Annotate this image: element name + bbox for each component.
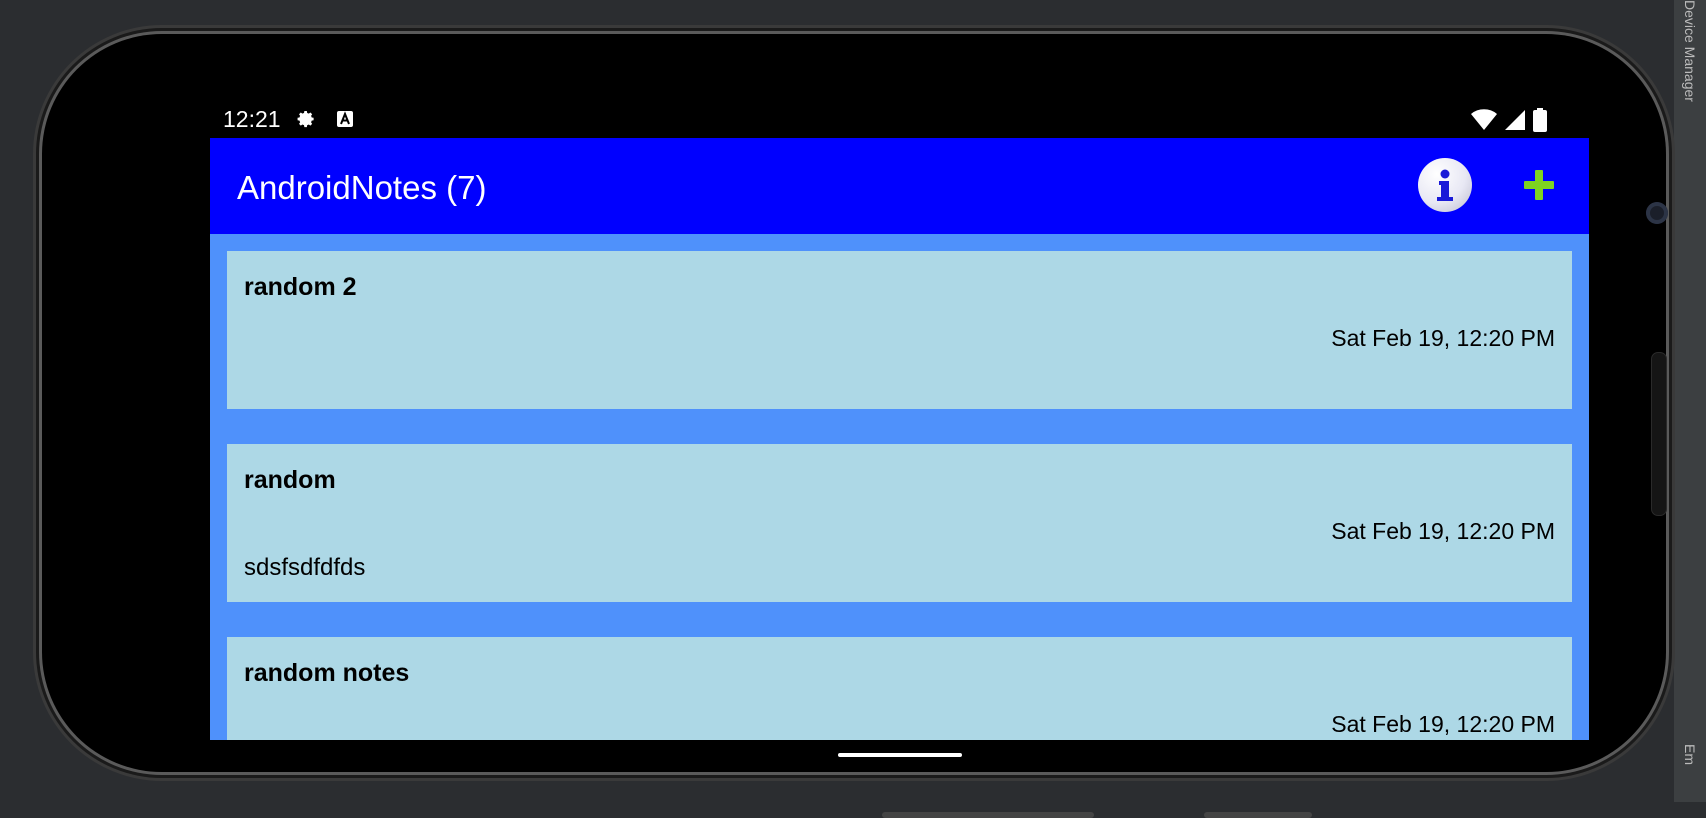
wifi-icon bbox=[1471, 109, 1497, 136]
status-bar: 12:21 bbox=[210, 96, 1589, 138]
notes-list[interactable]: random 2 Sat Feb 19, 12:20 PM random Sat… bbox=[210, 234, 1589, 740]
note-date: Sat Feb 19, 12:20 PM bbox=[1331, 711, 1555, 737]
emulator-tab[interactable]: Em bbox=[1682, 744, 1698, 765]
status-right-icons bbox=[1471, 108, 1547, 137]
note-body: sdsfsdfdfds bbox=[244, 554, 366, 581]
note-date: Sat Feb 19, 12:20 PM bbox=[1331, 325, 1555, 351]
ide-left-panel bbox=[0, 0, 38, 802]
app-bar: AndroidNotes (7) bbox=[210, 138, 1589, 234]
list-item[interactable]: random notes Sat Feb 19, 12:20 PM bbox=[227, 637, 1572, 740]
info-icon[interactable] bbox=[1418, 158, 1472, 212]
note-title: random notes bbox=[244, 659, 410, 687]
note-date: Sat Feb 19, 12:20 PM bbox=[1331, 518, 1555, 544]
ide-tool-window-strip: Device Manager Em bbox=[1673, 0, 1706, 802]
note-title: random 2 bbox=[244, 273, 357, 301]
list-item[interactable]: random Sat Feb 19, 12:20 PM sdsfsdfdfds bbox=[227, 444, 1572, 602]
device-manager-tab[interactable]: Device Manager bbox=[1682, 0, 1698, 102]
device-frame: 12:21 AndroidNotes (7) bbox=[42, 34, 1668, 818]
keyboard-a-icon bbox=[336, 110, 354, 133]
note-title: random bbox=[244, 466, 336, 494]
home-indicator[interactable] bbox=[838, 753, 962, 757]
list-item[interactable]: random 2 Sat Feb 19, 12:20 PM bbox=[227, 251, 1572, 409]
power-button bbox=[1204, 812, 1312, 818]
battery-icon bbox=[1533, 108, 1547, 137]
signal-icon bbox=[1505, 110, 1525, 135]
gear-icon bbox=[294, 108, 316, 135]
app-title: AndroidNotes (7) bbox=[237, 169, 487, 206]
device-screen: 12:21 AndroidNotes (7) bbox=[210, 96, 1589, 740]
front-camera-icon bbox=[1646, 202, 1668, 224]
add-icon[interactable] bbox=[1522, 168, 1556, 202]
volume-button bbox=[882, 812, 1094, 818]
status-time: 12:21 bbox=[223, 106, 281, 132]
speaker-grille bbox=[1651, 352, 1667, 516]
